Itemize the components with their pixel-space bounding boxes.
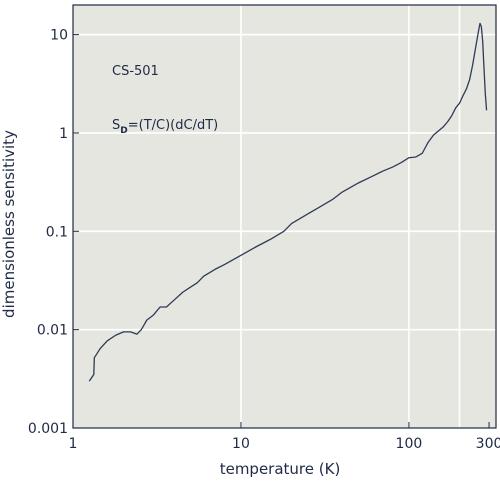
sensitivity-curve bbox=[88, 22, 488, 382]
model-label: CS-501 bbox=[112, 64, 159, 79]
x-tick-labels: 1 10 100 300 bbox=[69, 436, 500, 452]
x-tick-label: 1 bbox=[69, 436, 78, 452]
y-tick-labels: 0.001 0.01 0.1 1 10 bbox=[28, 28, 68, 437]
formula-rest: =(T/C)(dC/dT) bbox=[128, 118, 218, 133]
y-tick-label: 10 bbox=[50, 28, 68, 44]
x-tick-label: 10 bbox=[232, 436, 250, 452]
y-tick-label: 1 bbox=[59, 126, 68, 142]
plot-area bbox=[73, 5, 496, 428]
formula-label: SD=(T/C)(dC/dT) bbox=[112, 118, 218, 136]
gridlines bbox=[73, 5, 496, 428]
x-tick-label: 100 bbox=[396, 436, 423, 452]
y-axis-label: dimensionless sensitivity bbox=[0, 130, 18, 318]
formula-subscript: D bbox=[120, 126, 127, 136]
formula-main: S bbox=[112, 118, 120, 133]
y-tick-label: 0.1 bbox=[46, 224, 68, 240]
plot-frame bbox=[72, 4, 497, 429]
y-tick-label: 0.01 bbox=[37, 323, 68, 339]
x-axis-label: temperature (K) bbox=[220, 460, 341, 478]
x-tick-label: 300 bbox=[476, 436, 500, 452]
y-tick-label: 0.001 bbox=[28, 421, 68, 437]
